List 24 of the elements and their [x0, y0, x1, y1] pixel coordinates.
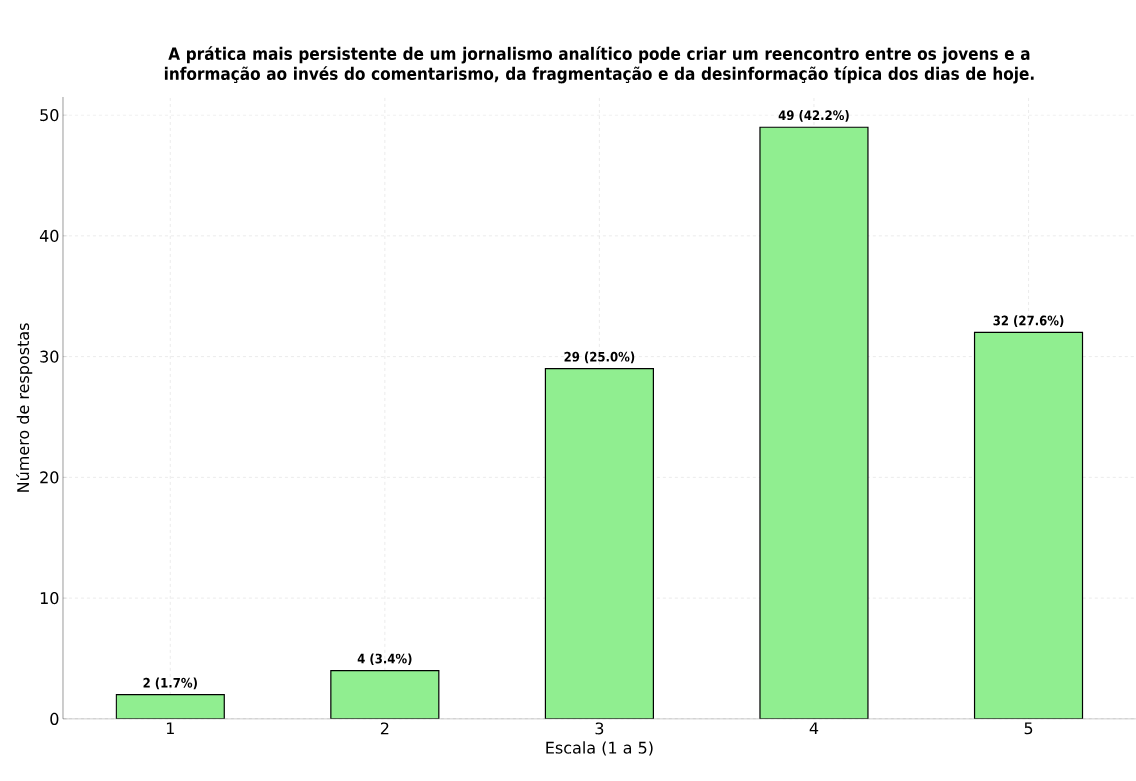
x-tick-label: 1: [166, 722, 174, 735]
data-label: 29 (25.0%): [564, 351, 635, 364]
y-axis-title: Número de respostas: [16, 323, 33, 492]
data-label: 4 (3.4%): [357, 653, 412, 666]
bar: [759, 126, 869, 719]
bar: [115, 694, 225, 719]
y-tick-label: 20: [40, 471, 59, 484]
x-tick-label: 2: [380, 722, 389, 735]
y-tick-label: 10: [40, 592, 59, 605]
x-tick-label: 4: [809, 722, 819, 735]
data-label: 49 (42.2%): [778, 110, 849, 122]
chart-title: A prática mais persistente de um jornalismo analítico pode criar um reencontro entre os jovens e a informação ao invés do comentarismo, da fragmentação e da desinformação típica dos dias de hoje.: [164, 46, 1034, 84]
x-tick-label: 3: [595, 722, 604, 735]
data-label: 32 (27.6%): [993, 315, 1064, 327]
bar: [330, 670, 440, 719]
x-tick-label: 5: [1024, 722, 1033, 735]
y-tick-label: 0: [50, 712, 59, 725]
data-label: 2 (1.7%): [143, 677, 197, 690]
y-tick-label: 30: [40, 350, 59, 363]
x-axis-title: Escala (1 a 5): [546, 741, 653, 756]
y-tick-label: 50: [40, 109, 59, 122]
y-tick-label: 40: [39, 229, 59, 242]
bar: [544, 368, 654, 719]
bar: [973, 331, 1084, 719]
